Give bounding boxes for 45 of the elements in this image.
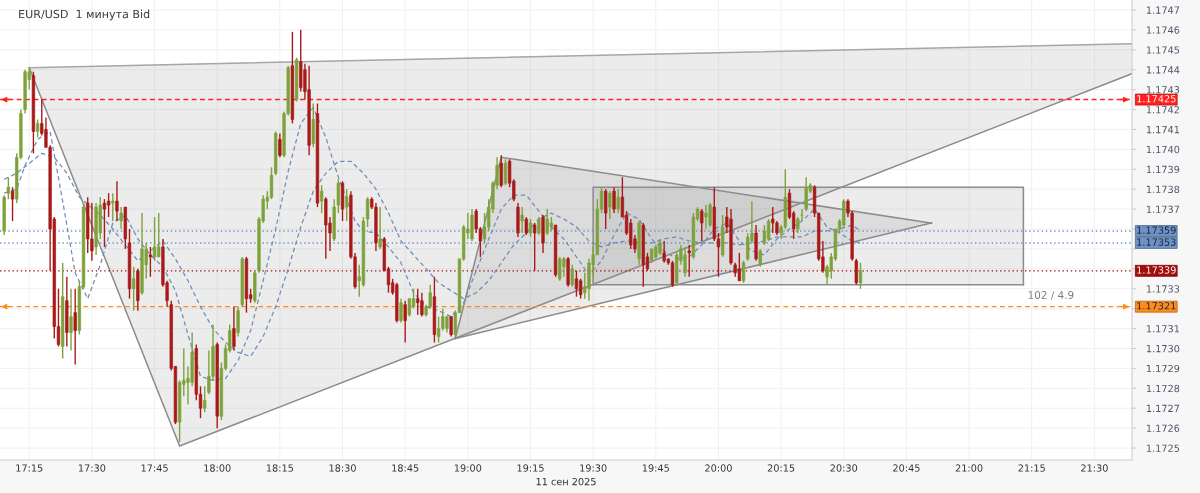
- y-tick-label: 1.1728: [1146, 384, 1180, 393]
- x-tick-label: 18:30: [329, 464, 356, 472]
- x-tick-label: 17:15: [16, 464, 43, 472]
- y-tick-label: 1.1745: [1146, 46, 1180, 54]
- y-tick-label: 1.1733: [1146, 285, 1180, 293]
- y-tick-label: 1.1731: [1146, 325, 1180, 333]
- x-tick-label: 21:15: [1018, 464, 1045, 472]
- y-tick-label: 1.1737: [1146, 205, 1180, 213]
- y-tick-label: 1.1746: [1146, 26, 1180, 34]
- x-tick-label: 18:00: [204, 464, 231, 472]
- text: EUR/USD 1 минута Bid: [19, 9, 150, 21]
- y-tick-label: 1.1740: [1146, 145, 1180, 154]
- x-tick-label: 21:30: [1081, 464, 1108, 472]
- y-tick-label: 1.1747: [1146, 6, 1180, 14]
- x-axis-title: 11 сен 2025: [536, 477, 596, 486]
- y-tick-label: 1.1739: [1146, 165, 1180, 174]
- ref-line-label: 1.17339: [1137, 266, 1176, 274]
- y-tick-label: 1.1743: [1146, 86, 1180, 94]
- x-tick-label: 21:00: [955, 464, 983, 472]
- ref-line-label: 1.17353: [1137, 238, 1176, 246]
- y-tick-label: 1.1727: [1146, 404, 1180, 412]
- y-tick-label: 1.1741: [1146, 126, 1180, 134]
- x-tick-label: 20:45: [893, 464, 920, 472]
- x-tick-label: 17:30: [78, 464, 106, 472]
- y-tick-label: 1.1730: [1146, 344, 1180, 353]
- ref-line-label: 1.17321: [1137, 302, 1176, 310]
- y-tick-label: 1.1742: [1146, 106, 1179, 114]
- x-tick-label: 18:15: [266, 464, 294, 472]
- x-tick-label: 20:00: [705, 464, 732, 472]
- x-tick-label: 18:45: [392, 464, 419, 472]
- x-tick-label: 20:30: [830, 464, 858, 472]
- annotation: 102 / 4.9: [1028, 291, 1074, 300]
- y-tick-label: 1.1744: [1146, 66, 1180, 74]
- ref-line-label: 1.17425: [1137, 95, 1176, 103]
- x-tick-label: 19:00: [454, 464, 482, 472]
- x-tick-label: 19:45: [642, 464, 669, 472]
- x-tick-label: 17:45: [141, 464, 168, 472]
- y-tick-label: 1.1725: [1146, 444, 1180, 452]
- x-tick-label: 19:30: [580, 464, 607, 472]
- y-tick-label: 1.1726: [1146, 424, 1180, 432]
- y-tick-label: 1.1738: [1146, 185, 1180, 194]
- x-tick-label: 20:15: [767, 464, 795, 472]
- y-tick-label: 1.1729: [1146, 364, 1180, 373]
- x-tick-label: 19:15: [517, 464, 544, 472]
- ref-line-label: 1.17359: [1137, 226, 1176, 234]
